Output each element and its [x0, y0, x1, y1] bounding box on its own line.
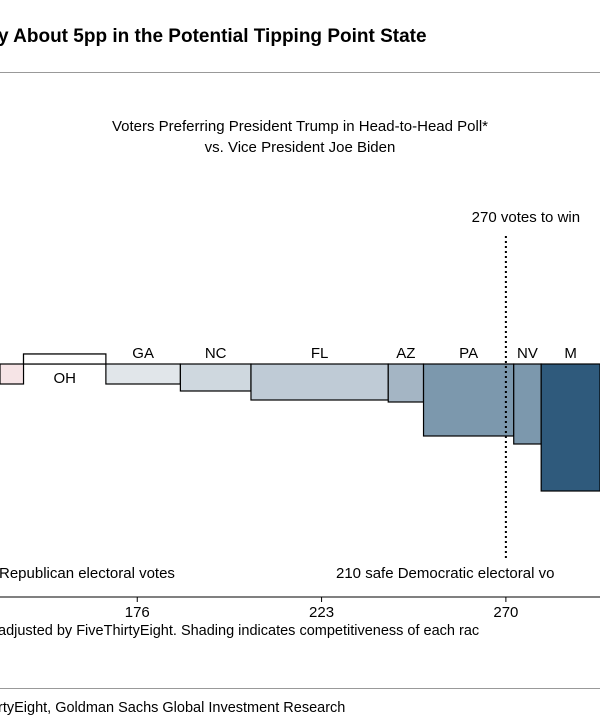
bar-az — [387, 363, 425, 403]
state-label-nc: NC — [205, 345, 227, 362]
title-bar: y About 5pp in the Potential Tipping Poi… — [0, 0, 600, 70]
bar-nc — [179, 363, 252, 392]
x-ticks-group: 176 223 270 — [125, 597, 518, 620]
x-tick-label-270: 270 — [493, 604, 518, 620]
bar-unlabeled-0 — [0, 363, 25, 385]
chart-subtitle-line1: Voters Preferring President Trump in Hea… — [111, 118, 488, 135]
left-annotation: Republican electoral votes — [0, 565, 175, 582]
bar-fl — [250, 363, 389, 401]
state-label-ga: GA — [132, 345, 154, 362]
source-rule — [0, 688, 600, 689]
state-label-pa: PA — [459, 345, 478, 362]
bar-pa — [422, 363, 515, 437]
chart-note: adjusted by FiveThirtyEight. Shading ind… — [0, 623, 480, 639]
chart-canvas: 270 votes to win Republican electoral vo… — [0, 209, 600, 620]
x-tick-label-223: 223 — [309, 604, 334, 620]
state-label-fl: FL — [311, 345, 329, 362]
bars-group — [0, 353, 600, 492]
state-label-oh: OH — [53, 370, 76, 387]
state-label-nv: NV — [517, 345, 538, 362]
bar-ga — [105, 363, 181, 385]
chart-title: y About 5pp in the Potential Tipping Poi… — [0, 26, 427, 47]
x-tick-label-176: 176 — [125, 604, 150, 620]
chart-source: rtyEight, Goldman Sachs Global Investmen… — [0, 700, 346, 716]
bar-oh — [22, 353, 107, 365]
title-rule — [0, 72, 600, 73]
state-label-az: AZ — [396, 345, 415, 362]
state-label-m: M — [564, 345, 577, 362]
threshold-label: 270 votes to win — [472, 209, 580, 226]
right-annotation: 210 safe Democratic electoral vo — [336, 565, 554, 582]
state-labels-group: OH GA NC FL AZ PA NV M — [53, 345, 576, 387]
chart-subtitle-line2: vs. Vice President Joe Biden — [204, 139, 396, 156]
bar-nv — [513, 363, 542, 445]
bar-m — [540, 363, 600, 492]
